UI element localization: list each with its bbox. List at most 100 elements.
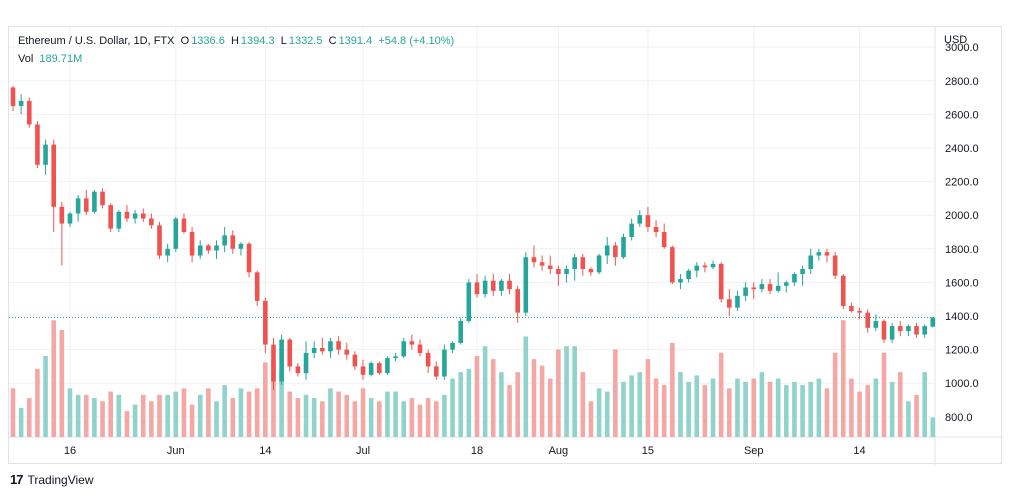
- candle-body: [906, 326, 911, 332]
- candle-body: [279, 339, 284, 382]
- volume-bar: [604, 391, 610, 437]
- price-tick-label: 2600.0: [945, 109, 979, 121]
- candle-body: [914, 326, 919, 335]
- volume-bar: [727, 388, 732, 437]
- tradingview-brand[interactable]: TradingView: [27, 472, 94, 487]
- volume-bar: [10, 388, 16, 437]
- candle-body: [849, 305, 854, 311]
- candle-body: [450, 342, 455, 350]
- candle-body: [800, 268, 805, 275]
- candle-body: [26, 100, 32, 125]
- candle-body: [751, 287, 757, 290]
- volume-bar: [621, 381, 626, 437]
- candle-body: [840, 275, 846, 306]
- volume-bar: [377, 401, 382, 437]
- price-tick-label: 1800.0: [945, 244, 979, 256]
- candle-body: [727, 299, 732, 308]
- candle-body: [59, 206, 65, 224]
- candle-body: [108, 205, 113, 229]
- volume-bar: [637, 372, 643, 437]
- volume-bar: [173, 391, 179, 437]
- volume-bar: [140, 394, 146, 437]
- candle-body: [157, 225, 162, 256]
- candle-body: [531, 257, 537, 263]
- volume-bar: [800, 385, 805, 437]
- date-tick-label: 14: [259, 445, 271, 457]
- volume-bar: [531, 359, 537, 437]
- volume-bar: [735, 378, 740, 437]
- date-tick-label: Jun: [167, 445, 185, 457]
- candle-body: [75, 198, 81, 214]
- date-tick-label: 16: [64, 445, 76, 457]
- close-value: 1391.4: [338, 35, 373, 47]
- volume-bar: [840, 320, 846, 437]
- symbol-title: Ethereum / U.S. Dollar, 1D, FTX: [18, 35, 175, 47]
- candle-body: [564, 268, 569, 275]
- volume-bar: [523, 336, 529, 437]
- volume-bar: [165, 394, 170, 437]
- volume-bar: [51, 320, 56, 437]
- candle-body: [458, 321, 463, 343]
- volume-bar: [393, 391, 398, 437]
- date-tick-label: Jul: [356, 445, 370, 457]
- candle-body: [482, 280, 488, 295]
- high-label: H: [230, 35, 239, 47]
- volume-bar: [775, 378, 781, 437]
- price-tick-label: 2800.0: [945, 76, 979, 88]
- candle-body: [149, 218, 154, 226]
- volume-bar: [83, 394, 89, 437]
- candlestick-chart[interactable]: 800.0 1000.0 1200.0 1400.0 1600.0 1800.0 2000.…: [9, 27, 1003, 465]
- volume-bar: [678, 372, 683, 437]
- candle-body: [759, 284, 765, 290]
- candle-body: [311, 347, 317, 353]
- volume-bar: [686, 381, 691, 437]
- candle-body: [360, 366, 366, 375]
- candle-body: [930, 317, 936, 327]
- chart-frame: 800.0 1000.0 1200.0 1400.0 1600.0 1800.0 2000.…: [8, 26, 1003, 465]
- volume-bar: [287, 391, 293, 437]
- volume-bar: [360, 388, 366, 437]
- candle-body: [637, 215, 643, 224]
- candle-body: [653, 226, 659, 232]
- candle-body: [344, 349, 350, 355]
- volume-bar: [303, 394, 309, 437]
- candle-body: [556, 268, 561, 275]
- volume-bar: [572, 346, 577, 437]
- date-tick-label: Aug: [549, 445, 569, 457]
- volume-bar: [385, 391, 390, 437]
- volume-bar: [271, 359, 276, 437]
- volume-bar: [214, 401, 219, 437]
- volume-value: 189.71M: [39, 53, 83, 65]
- currency-label: USD: [944, 34, 968, 46]
- candle-body: [173, 218, 179, 249]
- volume-bar: [100, 401, 105, 437]
- candle-body: [832, 255, 838, 276]
- volume-bar: [75, 394, 81, 437]
- open-value: 1336.6: [191, 35, 225, 47]
- candle-body: [425, 352, 431, 367]
- candle-body: [686, 270, 691, 280]
- candle-body: [596, 255, 602, 273]
- tradingview-logo-icon[interactable]: 17: [10, 472, 24, 487]
- volume-bar: [450, 378, 455, 437]
- price-tick-label: 3000.0: [945, 42, 979, 54]
- volume-bar: [857, 391, 862, 437]
- volume-bar: [482, 346, 488, 437]
- volume-bar: [295, 398, 301, 437]
- candle-body: [197, 245, 203, 256]
- candle-body: [320, 347, 325, 352]
- candle-body: [246, 243, 252, 273]
- volume-bar: [547, 378, 553, 437]
- candle-body: [718, 263, 724, 300]
- volume-bar: [580, 372, 586, 437]
- candle-body: [645, 215, 651, 227]
- volume-bar: [433, 401, 439, 437]
- volume-bar: [889, 381, 895, 437]
- volume-bar: [914, 394, 919, 437]
- candle-body: [116, 211, 122, 229]
- volume-bar: [409, 398, 415, 437]
- candle-body: [10, 87, 16, 106]
- volume-bar: [279, 372, 284, 437]
- candle-body: [710, 263, 716, 268]
- volume-bar: [230, 398, 236, 437]
